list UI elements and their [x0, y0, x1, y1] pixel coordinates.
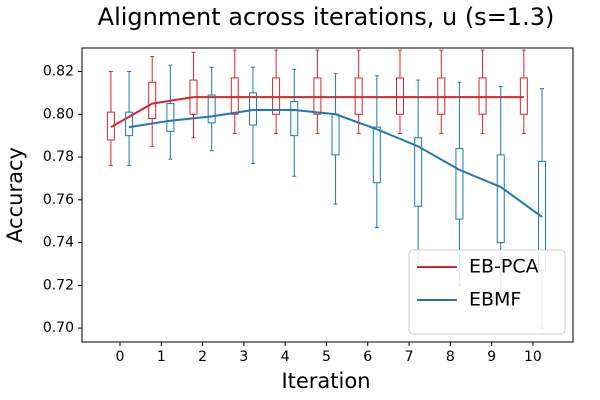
- x-tick-label: 5: [322, 349, 331, 365]
- box: [372, 126, 381, 184]
- box: [272, 77, 281, 115]
- y-axis-label: Accuracy: [3, 147, 27, 243]
- box: [354, 77, 363, 115]
- axes-frame: [81, 47, 574, 343]
- box: [166, 103, 175, 132]
- box: [519, 77, 528, 115]
- legend-box: [408, 249, 566, 335]
- box: [395, 77, 404, 115]
- y-tick-label: 0.82: [43, 64, 74, 80]
- x-tick-label: 10: [524, 349, 542, 365]
- y-tick-label: 0.70: [43, 320, 74, 336]
- x-tick-label: 8: [446, 349, 455, 365]
- x-tick-label: 0: [116, 349, 125, 365]
- x-tick-label: 2: [198, 349, 207, 365]
- x-tick-label: 1: [157, 349, 166, 365]
- series-line: [128, 109, 543, 218]
- chart-title: Alignment across iterations, u (s=1.3): [98, 3, 555, 31]
- box: [455, 147, 464, 220]
- y-tick-label: 0.80: [43, 106, 74, 122]
- y-tick-label: 0.76: [43, 192, 74, 208]
- legend-label: EBMF: [469, 289, 521, 311]
- legend-label: EB-PCA: [469, 256, 539, 278]
- box: [313, 77, 322, 115]
- x-tick-label: 4: [281, 349, 290, 365]
- box: [290, 100, 299, 137]
- x-tick-label: 6: [363, 349, 372, 365]
- box: [248, 92, 257, 126]
- box: [125, 111, 134, 137]
- box: [414, 137, 423, 207]
- x-tick-label: 7: [405, 349, 414, 365]
- x-tick-label: 9: [487, 349, 496, 365]
- x-axis-label: Iteration: [281, 369, 370, 393]
- box: [230, 77, 239, 115]
- box: [478, 77, 487, 115]
- x-tick-label: 3: [239, 349, 248, 365]
- box: [207, 94, 216, 124]
- box: [437, 77, 446, 115]
- series-line: [110, 96, 524, 128]
- y-tick-label: 0.74: [43, 235, 74, 251]
- box: [148, 81, 157, 120]
- box: [496, 154, 505, 244]
- y-tick-label: 0.72: [43, 277, 74, 293]
- y-tick-label: 0.78: [43, 149, 74, 165]
